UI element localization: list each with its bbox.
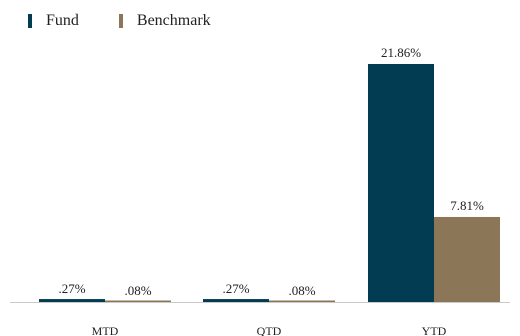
category-label-ytd: YTD (422, 324, 447, 336)
bar-fund-qtd (203, 299, 269, 302)
value-label-benchmark-ytd: 7.81% (450, 198, 484, 213)
category-label-qtd: QTD (257, 324, 282, 336)
value-label-fund-ytd: 21.86% (381, 45, 421, 60)
legend-item-benchmark: Benchmark (118, 12, 211, 30)
bar-fund-ytd (368, 64, 434, 302)
bar-benchmark-qtd (269, 300, 335, 302)
category-label-mtd: MTD (92, 324, 119, 336)
bar-benchmark-ytd (434, 216, 500, 302)
value-label-fund-mtd: .27% (58, 281, 85, 296)
legend-item-fund: Fund (28, 12, 79, 30)
legend-swatch-fund (28, 14, 32, 28)
bar-benchmark-mtd (105, 300, 171, 302)
value-label-fund-qtd: .27% (222, 281, 249, 296)
legend-label-fund: Fund (46, 12, 79, 29)
value-label-benchmark-mtd: .08% (124, 283, 151, 298)
legend: Fund Benchmark (28, 12, 211, 30)
value-label-benchmark-qtd: .08% (288, 283, 315, 298)
legend-label-benchmark: Benchmark (136, 12, 211, 29)
legend-swatch-benchmark (118, 14, 123, 28)
bar-fund-mtd (39, 299, 105, 302)
